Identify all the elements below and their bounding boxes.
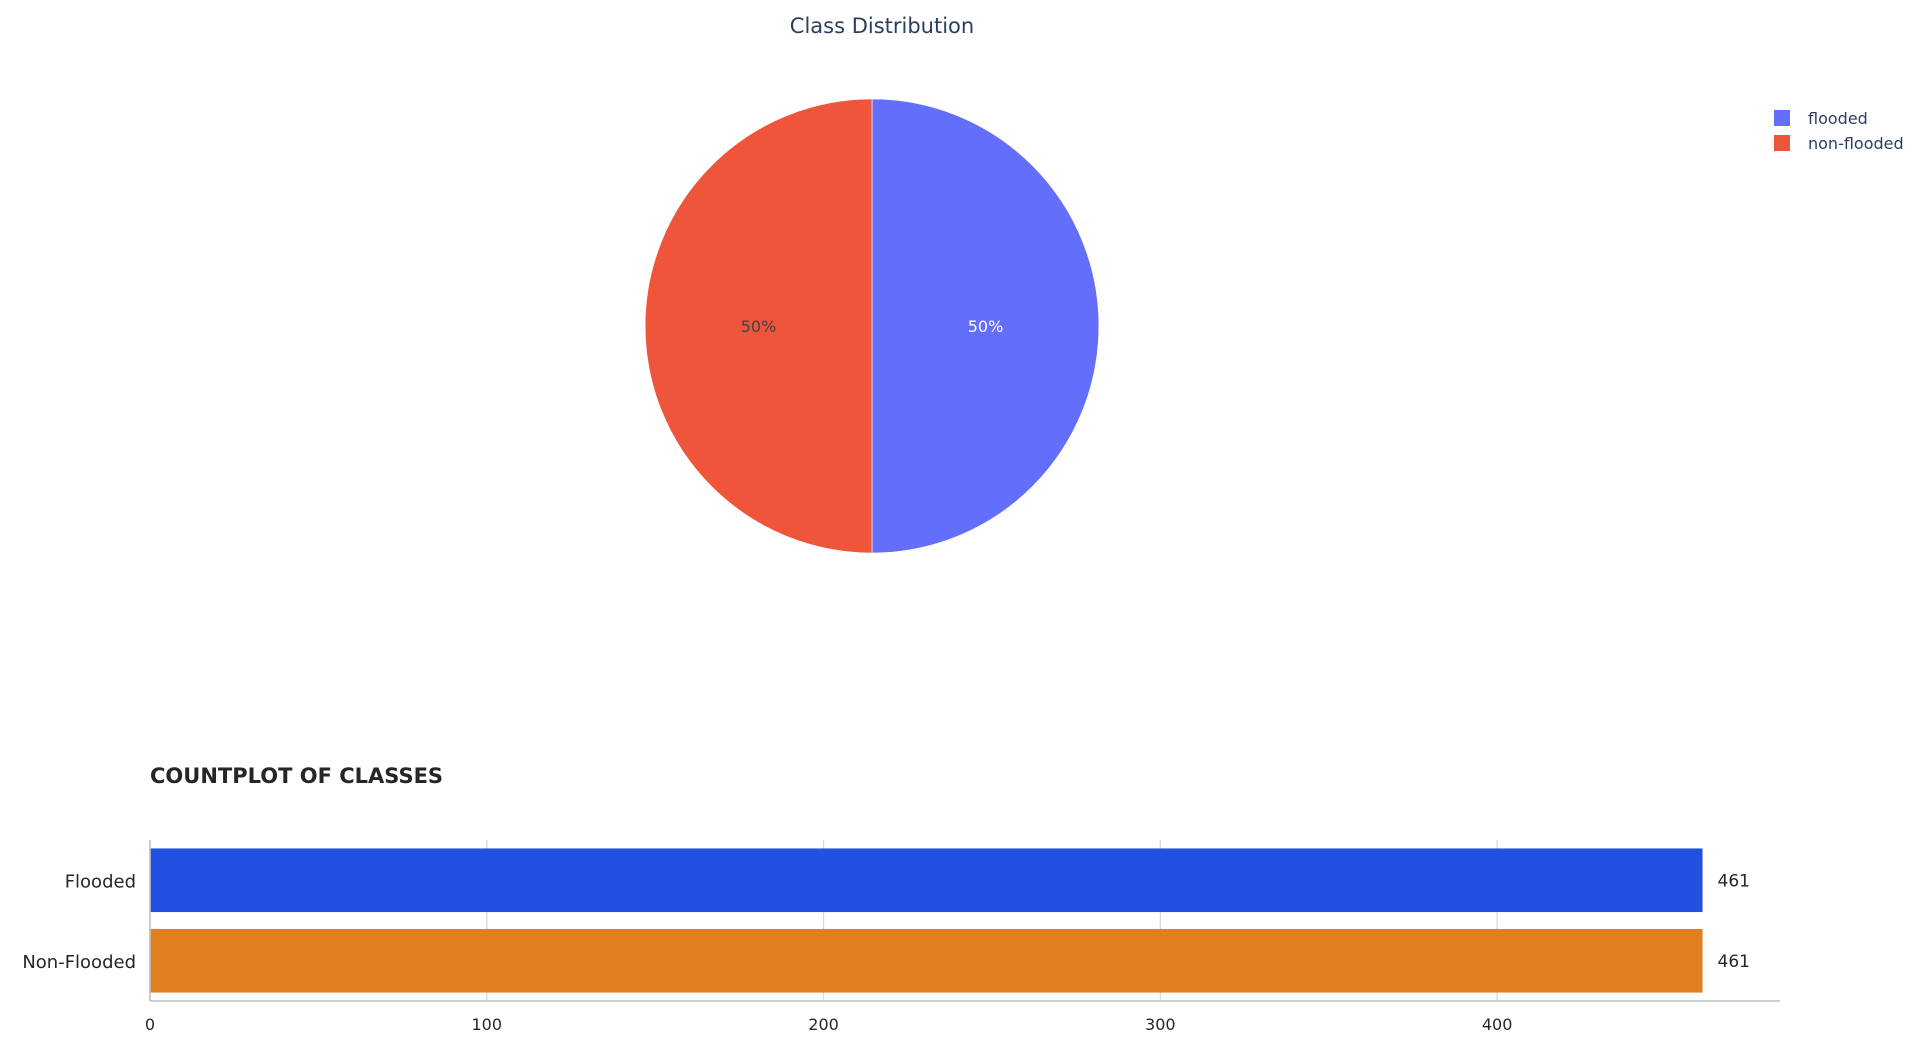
pie-chart-panel: Class Distribution 50% 50% flooded non-flo… (644, 14, 1904, 554)
legend-swatch-flooded (1774, 110, 1790, 126)
legend-label-flooded: flooded (1808, 109, 1868, 128)
legend-swatch-non-flooded (1774, 135, 1790, 151)
bar-non-flooded (150, 928, 1703, 993)
bar-chart-labels: 0 100 200 300 400 Flooded 461 Non-Flooded 461 (22, 871, 1750, 1034)
bar-chart-title: COUNTPLOT OF CLASSES (150, 764, 443, 788)
bar-value-label: 461 (1718, 952, 1750, 972)
pie-slices (644, 98, 1100, 554)
bar-chart-bars (150, 848, 1703, 993)
pie-legend: flooded non-flooded (1774, 109, 1904, 153)
pie-slice-label-non-flooded: 50% (741, 317, 777, 336)
pie-slice-labels: 50% 50% (741, 317, 1004, 336)
x-tick-label: 300 (1145, 1015, 1176, 1034)
y-tick-label: Flooded (65, 871, 136, 892)
x-tick-label: 0 (145, 1015, 155, 1034)
bar-chart-panel: COUNTPLOT OF CLASSES 0 100 200 300 400 Floode… (22, 764, 1780, 1034)
pie-slice-flooded (871, 98, 1100, 554)
pie-slice-non-flooded (644, 98, 873, 554)
y-tick-label: Non-Flooded (22, 952, 136, 973)
bar-flooded (150, 848, 1703, 913)
x-tick-label: 400 (1482, 1015, 1513, 1034)
pie-chart-title: Class Distribution (790, 14, 974, 38)
bar-chart-axes (149, 840, 1780, 1002)
pie-slice-label-flooded: 50% (968, 317, 1004, 336)
bar-value-label: 461 (1718, 871, 1750, 891)
x-tick-label: 100 (472, 1015, 503, 1034)
legend-label-non-flooded: non-flooded (1808, 134, 1904, 153)
x-tick-label: 200 (808, 1015, 839, 1034)
